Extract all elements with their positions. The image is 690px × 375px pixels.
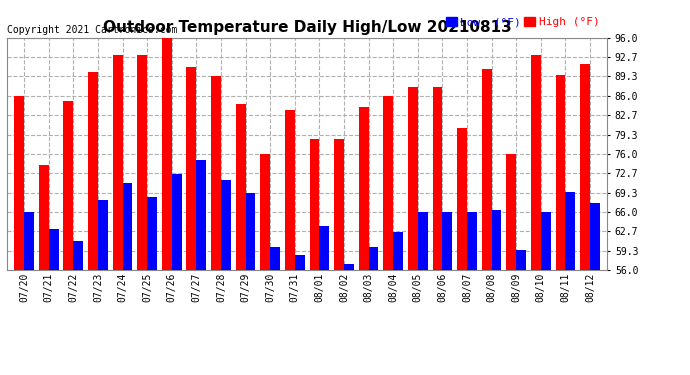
Bar — [186, 67, 197, 270]
Bar — [359, 107, 368, 270]
Bar — [295, 255, 304, 270]
Bar — [147, 197, 157, 270]
Bar — [516, 250, 526, 270]
Bar — [270, 247, 280, 270]
Bar — [63, 102, 73, 270]
Bar — [221, 180, 230, 270]
Legend: Low  (°F), High (°F): Low (°F), High (°F) — [444, 15, 602, 30]
Bar — [565, 192, 575, 270]
Bar — [98, 200, 108, 270]
Title: Outdoor Temperature Daily High/Low 20210813: Outdoor Temperature Daily High/Low 20210… — [103, 20, 511, 35]
Bar — [384, 96, 393, 270]
Bar — [236, 104, 246, 270]
Bar — [482, 69, 491, 270]
Bar — [39, 165, 49, 270]
Bar — [112, 55, 123, 270]
Bar — [334, 139, 344, 270]
Bar — [310, 139, 319, 270]
Bar — [285, 110, 295, 270]
Bar — [590, 203, 600, 270]
Bar — [531, 55, 541, 270]
Bar — [73, 241, 83, 270]
Bar — [123, 183, 132, 270]
Bar — [580, 64, 590, 270]
Bar — [433, 87, 442, 270]
Bar — [555, 75, 565, 270]
Bar — [491, 210, 502, 270]
Bar — [211, 76, 221, 270]
Bar — [319, 226, 329, 270]
Bar — [457, 128, 467, 270]
Bar — [442, 212, 452, 270]
Bar — [368, 247, 378, 270]
Bar — [49, 230, 59, 270]
Bar — [24, 212, 34, 270]
Bar — [162, 38, 172, 270]
Bar — [197, 160, 206, 270]
Bar — [393, 232, 403, 270]
Bar — [408, 87, 417, 270]
Bar — [260, 154, 270, 270]
Bar — [14, 96, 24, 270]
Bar — [88, 72, 98, 270]
Bar — [137, 55, 147, 270]
Text: Copyright 2021 Cartronics.com: Copyright 2021 Cartronics.com — [7, 25, 177, 35]
Bar — [541, 212, 551, 270]
Bar — [467, 212, 477, 270]
Bar — [506, 154, 516, 270]
Bar — [172, 174, 181, 270]
Bar — [417, 212, 428, 270]
Bar — [344, 264, 354, 270]
Bar — [246, 193, 255, 270]
